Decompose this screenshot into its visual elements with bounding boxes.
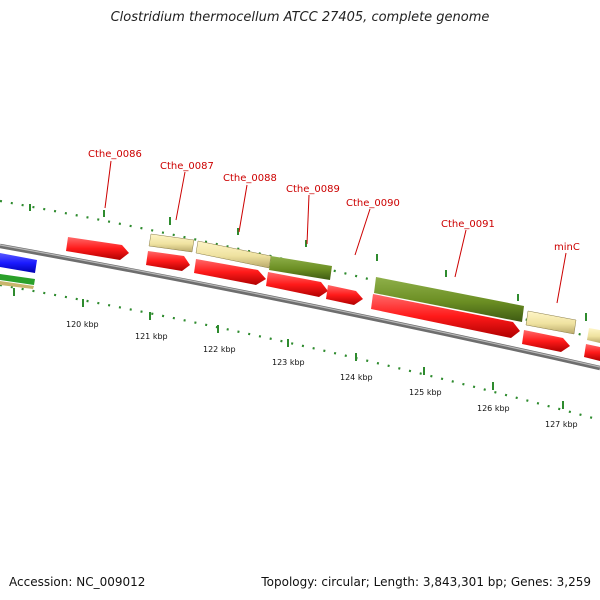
pale-feature-cthe-0088[interactable]: [195, 240, 272, 269]
lower-major-ticks: [13, 288, 564, 409]
scale-label-123: 123 kbp: [272, 358, 305, 367]
scale-label-127: 127 kbp: [545, 420, 578, 429]
cds-arrow-cthe-0086[interactable]: [66, 237, 129, 260]
cds-arrow-cthe-0089[interactable]: [266, 272, 328, 297]
cds-arrow-cthe-0091[interactable]: [371, 294, 520, 338]
gene-label-cthe-0090[interactable]: Cthe_0090: [346, 198, 400, 209]
cds-arrow-edge[interactable]: [584, 344, 600, 361]
cds-arrow-cthe-0088[interactable]: [194, 259, 266, 285]
accession-label: Accession: NC_009012: [9, 575, 146, 589]
tan-feature[interactable]: [0, 281, 34, 289]
pale-feature-minc[interactable]: [525, 310, 577, 335]
gene-label-cthe-0091[interactable]: Cthe_0091: [441, 219, 495, 230]
map-title: Clostridium thermocellum ATCC 27405, com…: [110, 10, 490, 25]
olive-feature-cthe-0089[interactable]: [269, 256, 332, 280]
upper-major-ticks: [29, 204, 587, 321]
gene-label-leaders: [104, 160, 567, 304]
blue-feature[interactable]: [0, 253, 37, 273]
olive-feature-cthe-0091[interactable]: [374, 277, 524, 322]
scale-label-120: 120 kbp: [66, 320, 99, 329]
scale-label-126: 126 kbp: [477, 404, 510, 413]
gene-label-cthe-0087[interactable]: Cthe_0087: [160, 161, 214, 172]
pale-feature-edge[interactable]: [587, 328, 600, 343]
cds-arrow-cthe-0090[interactable]: [326, 285, 363, 305]
scale-label-122: 122 kbp: [203, 345, 236, 354]
lower-dotted-track: [0, 283, 600, 422]
gene-label-cthe-0086[interactable]: Cthe_0086: [88, 149, 142, 160]
gene-label-cthe-0089[interactable]: Cthe_0089: [286, 184, 340, 195]
scale-label-121: 121 kbp: [135, 332, 168, 341]
genome-backbone: [0, 243, 600, 371]
gene-label-minc[interactable]: minC: [554, 242, 580, 253]
pale-feature-cthe-0087[interactable]: [148, 233, 195, 253]
scale-label-125: 125 kbp: [409, 388, 442, 397]
gene-label-cthe-0088[interactable]: Cthe_0088: [223, 173, 277, 184]
genome-summary: Topology: circular; Length: 3,843,301 bp…: [261, 575, 591, 589]
cds-arrow-minc[interactable]: [522, 330, 570, 352]
genome-backbone-highlight: [0, 244, 600, 368]
cds-arrow-cthe-0087[interactable]: [146, 251, 190, 271]
green-feature[interactable]: [0, 274, 35, 285]
scale-label-124: 124 kbp: [340, 373, 373, 382]
